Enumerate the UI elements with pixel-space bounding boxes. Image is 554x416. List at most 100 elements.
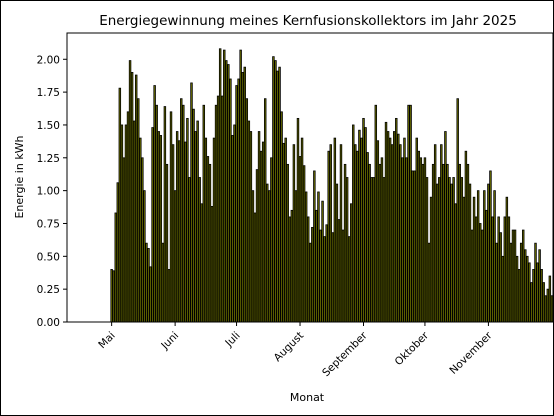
bar xyxy=(128,60,132,323)
bar xyxy=(122,157,126,323)
bar xyxy=(157,131,160,323)
bar xyxy=(403,137,406,323)
y-axis: 0.00 0.25 0.50 0.75 1.00 1.25 1.50 1.75 2.00 xyxy=(37,54,67,329)
bar xyxy=(268,190,271,323)
bar xyxy=(214,104,218,323)
bar xyxy=(343,163,347,323)
bar xyxy=(194,131,197,323)
bar xyxy=(511,229,515,323)
bar xyxy=(233,124,236,323)
bar xyxy=(417,150,421,323)
bar xyxy=(513,229,517,323)
bar xyxy=(352,124,355,323)
x-tick-label: August xyxy=(272,330,306,364)
bar xyxy=(274,60,277,323)
bar xyxy=(118,87,122,323)
bar xyxy=(132,120,136,323)
bar xyxy=(204,137,208,323)
bar xyxy=(231,135,234,323)
x-axis: Mai Juni Juli August September Oktober Novembe… xyxy=(96,322,495,379)
y-tick-label: 1.25 xyxy=(37,153,60,165)
bar xyxy=(202,104,206,323)
bar xyxy=(507,216,511,323)
bar xyxy=(171,144,175,323)
y-tick-label: 0.00 xyxy=(37,317,60,329)
bar xyxy=(159,135,163,323)
y-tick-label: 0.25 xyxy=(37,284,60,296)
bars-group xyxy=(110,48,553,323)
bar xyxy=(452,177,455,323)
bar xyxy=(347,236,351,323)
bar xyxy=(503,216,507,323)
bar xyxy=(390,144,394,323)
x-tick-label: Juni xyxy=(158,330,181,353)
bar xyxy=(401,157,404,323)
bar xyxy=(534,242,537,323)
bar xyxy=(433,144,437,323)
bar xyxy=(444,131,447,323)
bar xyxy=(239,49,242,323)
bar xyxy=(442,163,445,323)
bar xyxy=(517,269,521,323)
bar xyxy=(349,203,353,323)
bar xyxy=(536,262,539,323)
bar xyxy=(251,190,255,323)
bar xyxy=(184,141,187,323)
bar xyxy=(311,227,314,323)
bar xyxy=(296,117,300,323)
bar xyxy=(409,104,412,323)
bar xyxy=(173,190,177,323)
bar xyxy=(153,85,156,323)
bar xyxy=(266,183,269,323)
bar xyxy=(384,121,388,323)
bar xyxy=(220,95,224,323)
bar xyxy=(309,242,312,323)
bar xyxy=(468,183,472,323)
bar xyxy=(376,140,380,323)
bar xyxy=(476,190,480,323)
bar xyxy=(243,66,246,323)
chart-title: Energiegewinnung meines Kernfusionskolle… xyxy=(99,13,517,29)
bar xyxy=(415,137,418,323)
bar xyxy=(177,140,181,323)
bar xyxy=(333,137,337,323)
x-axis-label: Monat xyxy=(290,391,325,404)
bar xyxy=(110,269,113,323)
bar xyxy=(216,95,220,323)
plot-frame xyxy=(66,32,553,323)
bar xyxy=(134,74,138,323)
bar xyxy=(491,216,494,323)
bar xyxy=(292,144,296,323)
bar xyxy=(235,85,238,323)
bar xyxy=(483,190,486,323)
y-tick-label: 1.50 xyxy=(37,120,60,132)
bar xyxy=(524,249,527,323)
bar xyxy=(528,262,531,323)
bar xyxy=(522,229,525,323)
bar xyxy=(337,219,341,323)
bar xyxy=(362,117,365,323)
bar xyxy=(114,212,117,323)
bar xyxy=(188,177,191,323)
bar xyxy=(247,120,251,323)
bar xyxy=(448,177,451,323)
bar xyxy=(200,203,203,323)
bar xyxy=(388,137,392,323)
bar xyxy=(126,111,130,323)
bar xyxy=(505,196,509,323)
bar xyxy=(493,190,496,323)
bar xyxy=(499,232,502,323)
bar xyxy=(399,144,402,323)
bar xyxy=(300,137,304,323)
bar xyxy=(223,49,226,323)
bar xyxy=(139,137,142,323)
bar xyxy=(360,137,363,323)
x-tick-label: Mai xyxy=(96,330,118,352)
bar xyxy=(364,127,367,323)
bar xyxy=(276,70,279,323)
bar xyxy=(419,157,423,323)
bar xyxy=(378,163,382,323)
bar xyxy=(163,106,167,323)
bar xyxy=(331,232,335,323)
bar xyxy=(327,150,330,323)
